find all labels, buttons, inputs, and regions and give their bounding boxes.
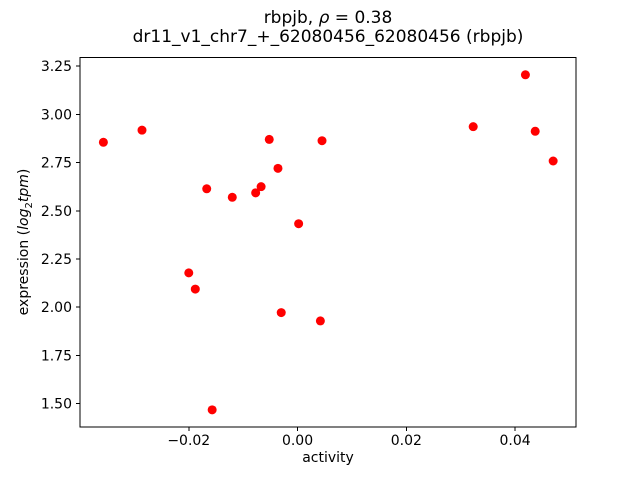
data-point: [468, 122, 478, 132]
y-tick-label: 1.75: [41, 348, 72, 364]
title-gene-text: rbpjb,: [263, 8, 319, 28]
y-tick-label: 2.50: [41, 204, 72, 220]
data-point: [137, 125, 147, 135]
data-point: [184, 268, 194, 278]
plot-title: rbpjb, ρ = 0.38: [80, 9, 576, 28]
data-point: [273, 163, 283, 173]
data-point: [530, 126, 540, 136]
data-point: [548, 156, 558, 166]
x-tick-label: −0.02: [167, 433, 210, 449]
data-point: [256, 182, 266, 192]
plot-frame: [79, 57, 577, 428]
data-point: [276, 308, 286, 318]
data-point: [202, 184, 212, 194]
data-point: [98, 137, 108, 147]
data-point: [264, 134, 274, 144]
data-point: [207, 405, 217, 415]
data-point: [227, 192, 237, 202]
x-tick-label: 0.02: [391, 433, 422, 449]
data-point: [317, 136, 327, 146]
title-block: rbpjb, ρ = 0.38 dr11_v1_chr7_+_62080456_…: [80, 9, 576, 47]
y-tick-label: 2.25: [41, 252, 72, 268]
data-point: [315, 316, 325, 326]
y-tick-label: 3.00: [41, 107, 72, 123]
y-tick-label: 2.75: [41, 156, 72, 172]
data-point: [520, 70, 530, 80]
y-tick-label: 1.50: [41, 397, 72, 413]
y-tick-label: 3.25: [41, 59, 72, 75]
rho-symbol: ρ: [318, 8, 330, 28]
data-point: [294, 219, 304, 229]
x-tick-label: 0.00: [282, 433, 313, 449]
plot-subtitle: dr11_v1_chr7_+_62080456_62080456 (rbpjb): [132, 27, 524, 47]
data-point: [251, 188, 261, 198]
x-tick-label: 0.04: [500, 433, 531, 449]
y-tick-label: 2.00: [41, 300, 72, 316]
x-axis-label: activity: [302, 450, 354, 466]
data-point: [190, 284, 200, 294]
rho-value-text: = 0.38: [329, 8, 393, 28]
